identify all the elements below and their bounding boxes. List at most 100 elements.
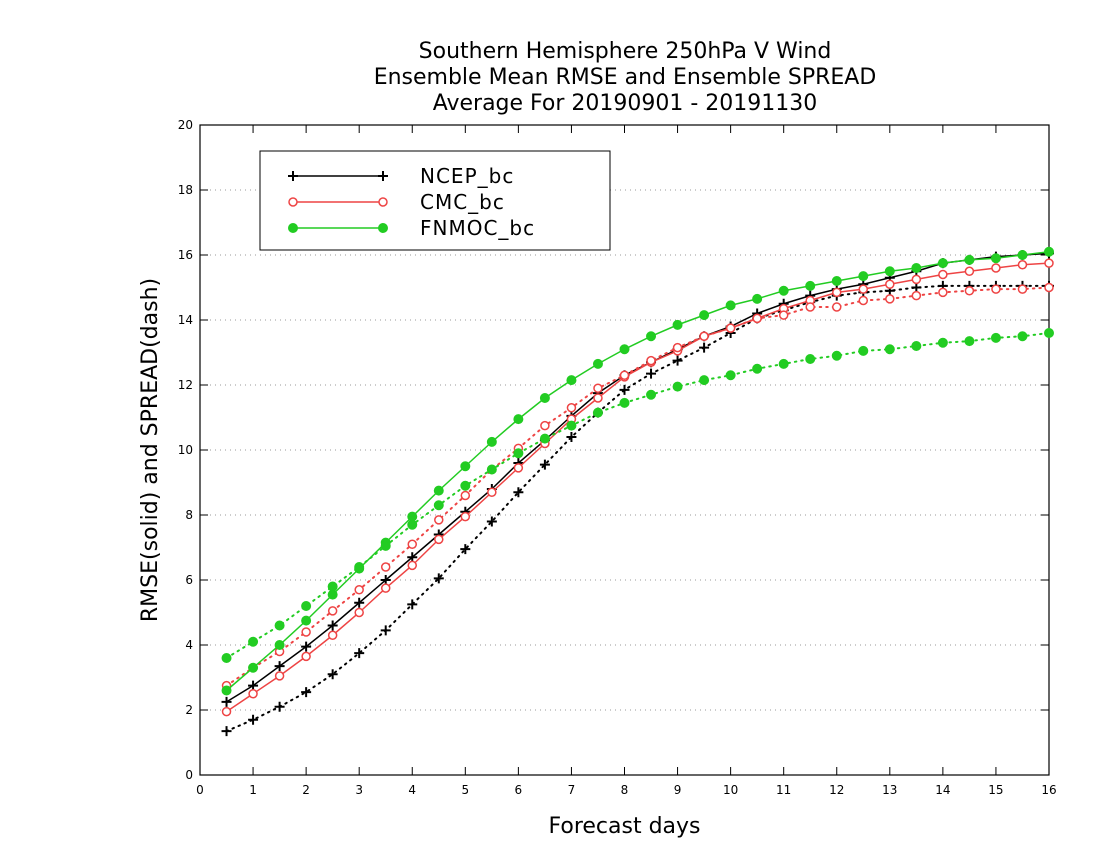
series-NCEP_bc [221,248,1054,737]
filled-circle-marker [619,397,630,408]
filled-circle-marker [301,615,312,626]
plus-marker [699,342,710,353]
filled-circle-marker [725,370,736,381]
title-line: Southern Hemisphere 250hPa V Wind [419,39,832,64]
rmse-line [226,251,1050,692]
y-tick-label: 8 [185,508,193,522]
open-circle-marker [1017,260,1028,270]
open-circle-marker [858,284,869,294]
filled-circle-marker [433,500,444,511]
open-circle-marker [911,290,922,301]
filled-circle-marker [937,337,948,348]
filled-circle-marker [274,640,285,650]
plus-marker [327,620,338,631]
filled-circle-marker [327,581,338,592]
filled-circle-marker [1044,328,1054,338]
legend-item: CMC_bc [288,190,504,214]
filled-circle-marker [778,358,789,369]
x-tick-label: 12 [829,783,844,797]
x-tick-label: 15 [988,783,1003,797]
filled-circle-marker [592,358,603,369]
open-circle-marker [566,403,577,413]
filled-circle-marker [937,258,948,269]
filled-circle-marker [460,461,471,472]
open-circle-marker [327,606,338,616]
filled-circle-marker [646,331,657,342]
open-circle-marker [513,463,524,473]
filled-circle-marker [288,223,298,233]
filled-circle-marker [221,685,232,696]
y-tick-label: 0 [185,768,193,782]
filled-circle-marker [486,436,497,447]
x-tick-label: 16 [1041,783,1056,797]
open-circle-marker [991,263,1001,273]
plus-marker [407,552,418,563]
filled-circle-marker [274,620,285,631]
filled-circle-marker [911,341,922,351]
open-circle-marker [646,355,656,366]
y-tick-label: 18 [178,183,193,197]
series-CMC_bc [221,258,1054,717]
x-axis-label: Forecast days [548,814,700,839]
y-axis-label: RMSE(solid) and SPREAD(dash) [138,278,163,622]
plus-marker [378,171,388,181]
plus-marker [274,661,285,672]
series-FNMOC_bc [221,246,1054,696]
plus-marker [221,726,232,737]
open-circle-marker [832,302,842,312]
x-tick-label: 3 [355,783,363,797]
open-circle-marker [301,627,311,637]
plus-marker [646,368,657,379]
filled-circle-marker [672,381,683,392]
legend-box [259,150,611,251]
plus-marker [274,701,285,712]
plus-marker [221,696,232,707]
filled-circle-marker [964,254,975,265]
y-tick-label: 6 [185,573,193,587]
open-circle-marker [805,302,815,312]
filled-circle-marker [380,540,391,551]
y-tick-label: 14 [178,313,193,327]
filled-circle-marker [858,271,869,282]
filled-circle-marker [513,414,524,425]
spread-line [225,284,1050,733]
x-tick-label: 6 [515,783,523,797]
filled-circle-marker [831,350,842,361]
y-tick-label: 20 [178,118,193,132]
y-tick-label: 16 [178,248,193,262]
x-tick-label: 9 [674,783,682,797]
filled-circle-marker [646,389,657,400]
open-circle-marker [407,539,417,549]
filled-circle-marker [378,223,388,233]
open-circle-marker [354,607,364,618]
plus-marker [486,516,497,527]
open-circle-marker [1044,282,1054,293]
x-tick-label: 13 [882,783,897,797]
filled-circle-marker [566,375,577,386]
x-tick-label: 8 [621,783,629,797]
open-circle-marker [1044,258,1054,268]
filled-circle-marker [566,420,577,431]
filled-circle-marker [460,480,471,491]
plus-marker [301,641,312,652]
filled-circle-marker [354,562,365,572]
plus-marker [327,669,338,680]
x-tick-label: 5 [461,783,469,797]
open-circle-marker [354,585,364,595]
plus-marker [354,597,365,608]
open-circle-marker [672,342,683,353]
x-tick-label: 14 [935,783,950,797]
filled-circle-marker [248,662,259,673]
plus-marker [288,171,298,181]
open-circle-marker [619,370,630,380]
filled-circle-marker [752,293,763,304]
filled-circle-marker [539,433,550,444]
spread-line [225,332,1050,659]
plus-marker [380,575,391,585]
tick-labels: 0 1 2 3 4 5 6 7 8 9 10 11 12 13 14 15 160246810121416182… [178,118,1057,797]
plus-marker [513,487,524,498]
x-tick-label: 4 [408,783,416,797]
open-circle-marker [1017,284,1028,294]
filled-circle-marker [858,345,869,356]
